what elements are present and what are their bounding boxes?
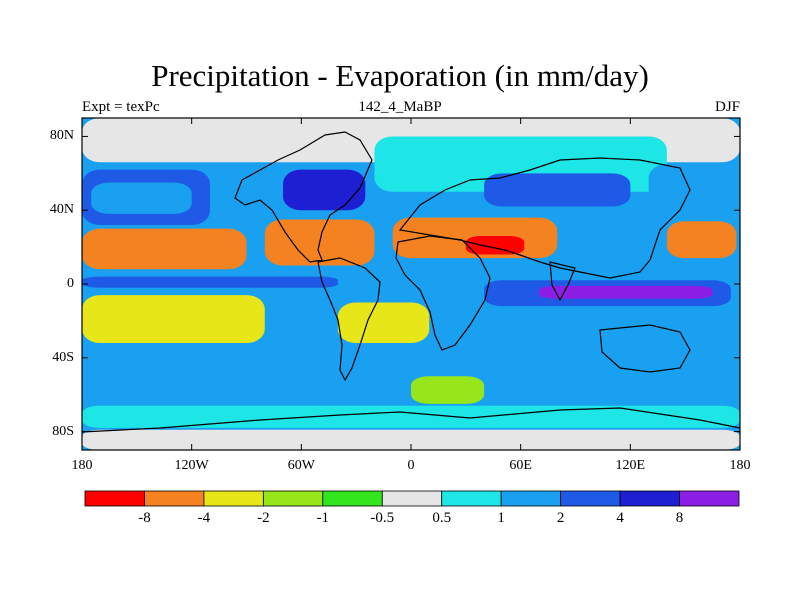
season-label: DJF xyxy=(714,99,740,115)
x-tick-label: 60E xyxy=(509,458,532,473)
x-tick-label: 60W xyxy=(287,458,315,473)
colorbar-label: 8 xyxy=(675,510,684,526)
region-north-pacific-west xyxy=(648,164,740,214)
colorbar-swatch xyxy=(381,490,443,507)
colorbar-label: 1 xyxy=(497,510,505,526)
experiment-label: Expt = texPc xyxy=(82,99,160,115)
y-tick-label: 80N xyxy=(49,128,74,144)
colorbar-swatch xyxy=(619,490,680,507)
x-tick-label: 180 xyxy=(71,458,93,473)
region-siberia-blue xyxy=(484,173,631,207)
south-america-coastline xyxy=(317,257,381,382)
colorbar-label: 4 xyxy=(616,510,624,526)
region-itcz-core xyxy=(538,285,713,299)
x-tick-label: 120W xyxy=(174,458,209,473)
region-west-pacific-dry xyxy=(666,221,737,259)
colorbar-label: -0.5 xyxy=(370,510,395,526)
region-antarctic-land xyxy=(82,429,740,450)
colorbar-swatch xyxy=(84,490,145,507)
region-north-atlantic-storm xyxy=(283,169,366,211)
colorbar-label: -8 xyxy=(138,510,151,526)
colorbar-swatch xyxy=(144,490,205,507)
x-tick-label: 180 xyxy=(729,458,751,473)
colorbar-swatch xyxy=(679,490,740,507)
colorbar-swatch xyxy=(500,490,562,507)
region-arabia-very-dry xyxy=(465,236,525,255)
tick-marks xyxy=(81,118,741,450)
region-equatorial-pacific-wet xyxy=(82,276,338,288)
colorbar-swatch xyxy=(441,490,502,507)
colorbar-swatch xyxy=(322,490,383,507)
colorbar-label: 2 xyxy=(556,510,565,526)
colorbar xyxy=(84,490,740,507)
colorbar-swatch xyxy=(203,490,264,507)
x-tick-label: 120E xyxy=(615,458,646,473)
y-tick-label: 0 xyxy=(67,276,74,291)
region-south-pacific-subtropic xyxy=(82,295,265,344)
coastline-layer xyxy=(82,131,740,433)
region-north-pacific-subtropic xyxy=(82,228,247,270)
x-tick-label: 0 xyxy=(407,458,415,473)
colorbar-label: -2 xyxy=(257,510,270,526)
age-label: 142_4_MaBP xyxy=(358,99,442,115)
y-tick-label: 40N xyxy=(49,202,74,218)
north-america-coastline xyxy=(234,131,373,263)
colorbar-label: -4 xyxy=(197,510,211,526)
india-coastline xyxy=(549,261,576,302)
colorbar-label: 0.5 xyxy=(432,510,452,526)
region-south-atlantic-subtropic xyxy=(337,302,430,344)
region-southern-ocean-cyan xyxy=(82,405,740,428)
colorbar-label: -1 xyxy=(316,510,330,526)
chart-title: Precipitation - Evaporation (in mm/day) xyxy=(151,58,649,93)
eurasia-coastline xyxy=(398,157,691,279)
y-tick-label: 40S xyxy=(52,349,74,365)
colorbar-swatch xyxy=(560,490,621,507)
y-tick-label: 80S xyxy=(52,423,74,439)
antarctica-coastline xyxy=(82,407,740,433)
region-north-pacific-mid xyxy=(91,182,192,214)
region-south-africa-green xyxy=(411,376,485,404)
colorbar-swatch xyxy=(262,490,324,507)
australia-coastline xyxy=(599,324,691,373)
africa-coastline xyxy=(395,235,491,351)
